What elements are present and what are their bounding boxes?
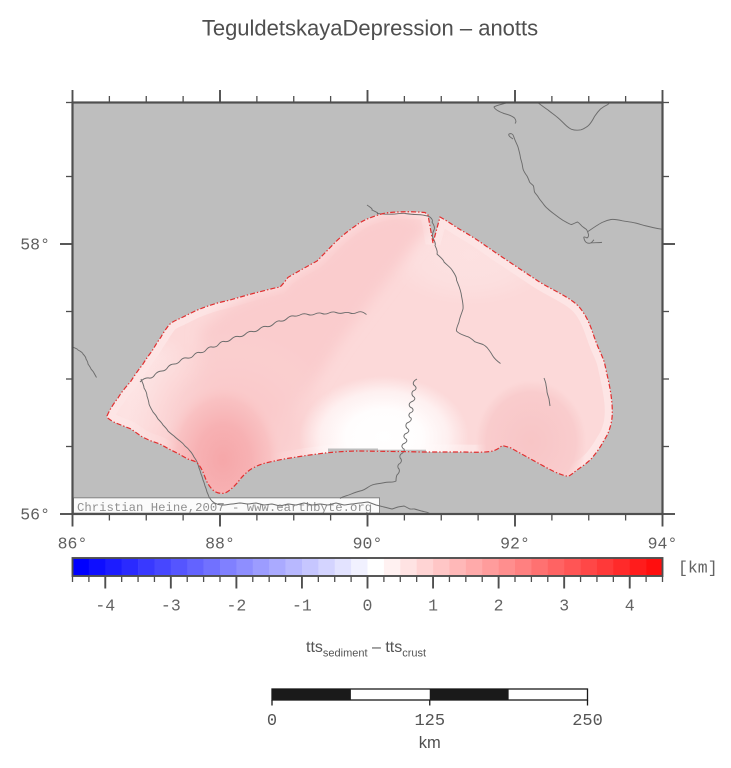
svg-text:2: 2 (494, 597, 504, 616)
svg-text:1: 1 (428, 597, 438, 616)
svg-text:4: 4 (625, 597, 635, 616)
svg-text:0: 0 (267, 712, 277, 731)
svg-text:-2: -2 (226, 597, 246, 616)
svg-text:94°: 94° (648, 535, 678, 554)
svg-text:125: 125 (414, 712, 445, 731)
svg-text:250: 250 (572, 712, 603, 731)
svg-text:88°: 88° (205, 535, 235, 554)
svg-text:-1: -1 (292, 597, 312, 616)
svg-text:-3: -3 (161, 597, 181, 616)
svg-text:90°: 90° (353, 535, 383, 554)
svg-text:3: 3 (559, 597, 569, 616)
svg-text:0: 0 (363, 597, 373, 616)
svg-text:56°: 56° (20, 506, 50, 525)
svg-text:-4: -4 (95, 597, 115, 616)
svg-text:TeguldetskayaDepression – anot: TeguldetskayaDepression – anotts (202, 16, 538, 41)
svg-text:km: km (419, 734, 441, 752)
svg-text:[km]: [km] (678, 559, 718, 578)
svg-text:86°: 86° (58, 535, 88, 554)
svg-text:92°: 92° (500, 535, 530, 554)
svg-text:58°: 58° (20, 236, 50, 255)
